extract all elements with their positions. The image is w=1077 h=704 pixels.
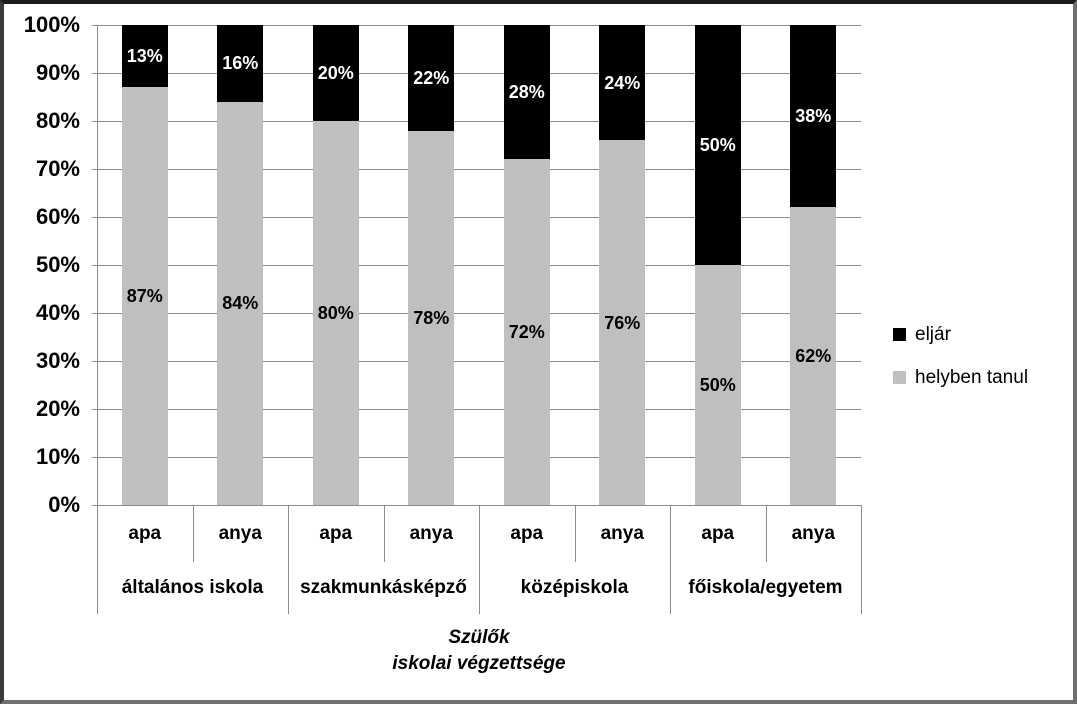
x-group-separator xyxy=(670,505,671,614)
bar-segment-helyben-tanul xyxy=(694,265,741,505)
x-category-separator xyxy=(574,505,576,562)
y-gridline xyxy=(97,169,861,170)
bar-segment-helyben-tanul xyxy=(121,87,168,505)
y-gridline xyxy=(97,217,861,218)
y-tick-label: 60% xyxy=(35,204,80,229)
x-axis-title-line-1: Szülők xyxy=(448,627,510,648)
bar-segment-helyben-tanul xyxy=(217,101,264,505)
bar-value-label-helyben-tanul: 62% xyxy=(795,346,832,367)
bar-value-label-helyben-tanul: 84% xyxy=(222,293,259,314)
x-axis-title: Szülők iskolai végzettsége xyxy=(279,625,679,677)
x-axis-right-border xyxy=(861,505,862,614)
y-gridline xyxy=(97,73,861,74)
x-category-separator xyxy=(192,505,194,562)
y-tick-mark xyxy=(92,265,97,266)
y-tick-label: 0% xyxy=(48,492,80,517)
legend-label: eljár xyxy=(915,323,951,345)
y-tick-mark xyxy=(92,361,97,362)
bar-segment-eljar xyxy=(790,25,837,208)
bar-segment-eljar xyxy=(121,25,168,88)
y-gridline xyxy=(97,361,861,362)
bar-value-label-eljar: 28% xyxy=(508,82,545,103)
y-gridline xyxy=(97,409,861,410)
x-category-separator xyxy=(383,505,385,562)
y-tick-label: 30% xyxy=(35,348,80,373)
x-category-label: apa xyxy=(701,523,735,544)
y-tick-label: 50% xyxy=(35,252,80,277)
y-gridline xyxy=(97,313,861,314)
y-tick-mark xyxy=(92,217,97,218)
gray-square-icon xyxy=(893,371,906,384)
y-gridline xyxy=(97,265,861,266)
y-tick-label: 40% xyxy=(35,300,80,325)
y-gridline xyxy=(97,121,861,122)
y-gridline xyxy=(97,457,861,458)
black-square-icon xyxy=(893,328,906,341)
x-category-label: anya xyxy=(218,523,262,544)
bar-segment-eljar xyxy=(599,25,646,141)
legend-item: eljár xyxy=(893,313,1028,356)
x-category-label: anya xyxy=(409,523,453,544)
bar-segment-helyben-tanul xyxy=(599,140,646,505)
bar-value-label-helyben-tanul: 50% xyxy=(699,375,736,395)
y-tick-label: 70% xyxy=(35,156,80,181)
x-category-label: apa xyxy=(510,523,544,544)
y-axis-line xyxy=(97,25,98,614)
y-tick-mark xyxy=(92,409,97,410)
legend-item: helyben tanul xyxy=(893,356,1028,399)
x-group-label: szakmunkásképző xyxy=(300,577,467,598)
bar-value-label-eljar: 50% xyxy=(699,135,736,155)
x-axis-title-line-2: iskolai végzettsége xyxy=(392,653,566,674)
x-category-label: apa xyxy=(128,523,162,544)
x-group-separator xyxy=(288,505,289,614)
y-tick-label: 90% xyxy=(35,60,80,85)
y-gridline xyxy=(97,25,861,26)
x-category-label: anya xyxy=(791,523,835,544)
bar-value-label-helyben-tanul: 80% xyxy=(317,303,354,323)
y-tick-mark xyxy=(92,505,97,506)
bar-segment-eljar xyxy=(408,25,455,131)
x-category-separator xyxy=(765,505,767,562)
bar-segment-helyben-tanul xyxy=(790,207,837,505)
x-category-label: anya xyxy=(600,523,644,544)
bar-segment-eljar xyxy=(217,25,264,102)
y-tick-mark xyxy=(92,73,97,74)
y-tick-mark xyxy=(92,121,97,122)
y-tick-mark xyxy=(92,457,97,458)
bar-value-label-helyben-tanul: 87% xyxy=(126,286,163,307)
bar-value-label-eljar: 16% xyxy=(222,53,259,74)
bar-value-label-eljar: 20% xyxy=(317,63,354,83)
bar-segment-eljar xyxy=(503,25,550,160)
x-group-separator xyxy=(479,505,480,614)
y-tick-mark xyxy=(92,169,97,170)
y-tick-label: 100% xyxy=(23,12,80,37)
y-tick-mark xyxy=(92,313,97,314)
bar-value-label-eljar: 24% xyxy=(604,72,641,93)
x-group-label: főiskola/egyetem xyxy=(688,577,843,598)
y-tick-label: 20% xyxy=(35,396,80,421)
x-group-label: középiskola xyxy=(520,577,629,598)
x-category-label: apa xyxy=(319,523,353,544)
bar-value-label-eljar: 38% xyxy=(795,106,832,127)
bar-segment-eljar xyxy=(312,25,359,121)
bar-segment-eljar xyxy=(694,25,741,265)
x-group-label: általános iskola xyxy=(121,577,264,598)
bar-segment-helyben-tanul xyxy=(312,121,359,505)
y-tick-mark xyxy=(92,25,97,26)
bar-segment-helyben-tanul xyxy=(503,159,550,505)
y-tick-label: 80% xyxy=(35,108,80,133)
bar-segment-helyben-tanul xyxy=(408,130,455,505)
bar-value-label-helyben-tanul: 78% xyxy=(413,307,450,328)
bar-value-label-helyben-tanul: 76% xyxy=(604,312,641,333)
y-tick-label: 10% xyxy=(35,444,80,469)
bar-value-label-eljar: 22% xyxy=(413,67,450,88)
bar-value-label-eljar: 13% xyxy=(126,46,163,67)
chart-canvas: Szülők iskolai végzettsége eljár helyben … xyxy=(4,4,1073,700)
chart-legend: eljár helyben tanul xyxy=(893,313,1028,399)
legend-label: helyben tanul xyxy=(915,366,1029,388)
bar-value-label-helyben-tanul: 72% xyxy=(508,322,545,343)
